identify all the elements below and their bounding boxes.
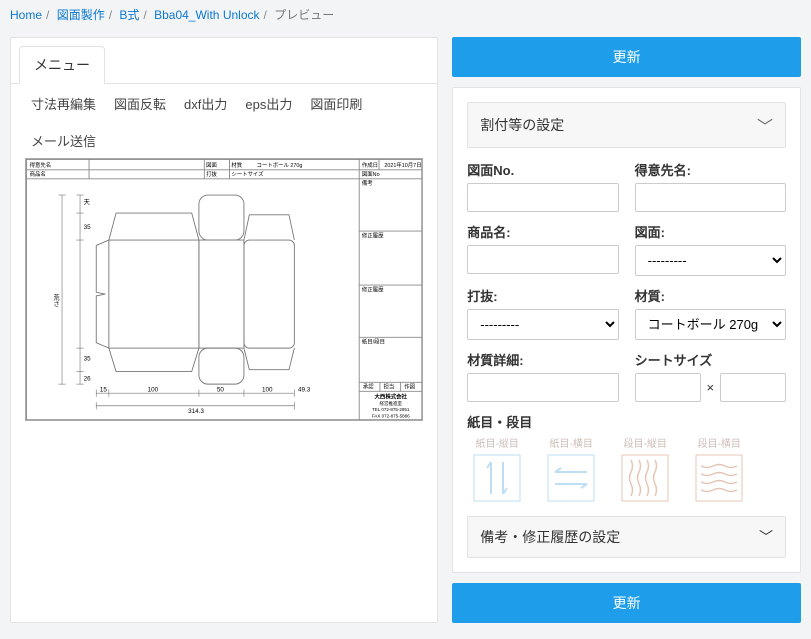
svg-text:修正履歴: 修正履歴 <box>362 285 384 293</box>
breadcrumb: Home/ 図面製作/ B式/ Bba04_With Unlock/ プレビュー <box>0 0 811 29</box>
label-zumenNo: 図面No. <box>467 160 618 179</box>
svg-text:15: 15 <box>100 386 108 393</box>
svg-text:FAX 072-875-5886: FAX 072-875-5886 <box>372 413 410 418</box>
label-punch: 打抜: <box>467 286 618 305</box>
accordion-section-allocation[interactable]: 割付等の設定 ﹀ <box>467 102 786 148</box>
subtab-eps[interactable]: eps出力 <box>245 94 292 113</box>
svg-text:大西株式会社: 大西株式会社 <box>375 393 408 401</box>
svg-text:荒さ: 荒さ <box>52 293 59 308</box>
grain-dan-tate[interactable]: 段目-縦目 <box>615 435 675 502</box>
preview-panel: メニュー 寸法再編集 図面反転 dxf出力 eps出力 図面印刷 メール送信 <box>10 37 438 623</box>
input-material-detail[interactable] <box>467 373 618 402</box>
svg-text:紙目/段目: 紙目/段目 <box>362 338 385 346</box>
svg-text:図面No: 図面No <box>362 171 380 178</box>
accordion-title: 割付等の設定 <box>480 115 564 135</box>
svg-text:経営推進室: 経営推進室 <box>379 400 402 407</box>
svg-text:担当: 担当 <box>384 383 395 391</box>
label-grain: 紙目・段目 <box>467 412 786 431</box>
svg-text:コートボール 270g: コートボール 270g <box>257 161 303 169</box>
input-sheet-w[interactable] <box>635 373 701 402</box>
breadcrumb-link[interactable]: Home <box>10 8 42 22</box>
svg-text:天: 天 <box>84 198 91 206</box>
svg-text:商品名: 商品名 <box>30 170 46 178</box>
chevron-down-icon: ﹀ <box>759 527 773 547</box>
breadcrumb-link[interactable]: 図面製作 <box>57 8 105 22</box>
select-material[interactable]: コートボール 270g <box>635 309 786 340</box>
input-sheet-h[interactable] <box>720 373 786 402</box>
svg-text:100: 100 <box>262 386 273 393</box>
svg-text:50: 50 <box>217 386 225 393</box>
label-product: 商品名: <box>467 222 618 241</box>
svg-text:2021年10月7日: 2021年10月7日 <box>384 161 421 169</box>
subtab-mail[interactable]: メール送信 <box>31 131 96 150</box>
subtab-dxf[interactable]: dxf出力 <box>184 94 227 113</box>
input-product[interactable] <box>467 245 618 274</box>
svg-text:図面: 図面 <box>206 162 217 169</box>
accordion-title-2: 備考・修正履歴の設定 <box>480 527 620 547</box>
label-material: 材質: <box>635 286 786 305</box>
svg-text:作図: 作図 <box>404 383 415 391</box>
label-material-detail: 材質詳細: <box>467 350 618 369</box>
svg-text:49.3: 49.3 <box>298 386 311 393</box>
label-customer: 得意先名: <box>635 160 786 179</box>
sheet-multiply: × <box>707 380 715 395</box>
tab-menu[interactable]: メニュー <box>19 46 105 84</box>
svg-text:35: 35 <box>84 356 92 363</box>
svg-text:314.3: 314.3 <box>188 408 204 415</box>
svg-text:備考: 備考 <box>362 179 373 187</box>
svg-text:TEL 072-875-2951: TEL 072-875-2951 <box>372 407 410 412</box>
input-customer[interactable] <box>635 183 786 212</box>
input-zumenNo[interactable] <box>467 183 618 212</box>
svg-text:得意先名: 得意先名 <box>30 161 52 169</box>
svg-text:打抜: 打抜 <box>206 170 217 178</box>
grain-kami-yoko[interactable]: 紙目-横目 <box>541 435 601 502</box>
settings-panel: 更新 割付等の設定 ﹀ 図面No. 得意先名: 商品名: <box>452 37 801 623</box>
svg-text:35: 35 <box>84 224 92 231</box>
svg-text:作成日: 作成日 <box>362 161 378 169</box>
drawing-preview: 得意先名 図面 材質 コートボール 270g 作成日 2021年10月7日 商品… <box>25 158 423 421</box>
svg-text:修正履歴: 修正履歴 <box>362 231 384 239</box>
grain-kami-tate[interactable]: 紙目-縦目 <box>467 435 527 502</box>
svg-text:26: 26 <box>84 376 92 383</box>
svg-text:承認: 承認 <box>363 383 374 391</box>
label-sheet: シートサイズ <box>635 350 786 369</box>
grain-dan-yoko[interactable]: 段目-横目 <box>689 435 749 502</box>
svg-text:材質: 材質 <box>231 161 242 169</box>
svg-text:100: 100 <box>148 386 159 393</box>
label-zumen: 図面: <box>635 222 786 241</box>
svg-text:シートサイズ: シートサイズ <box>231 170 264 178</box>
breadcrumb-link[interactable]: Bba04_With Unlock <box>154 8 259 22</box>
accordion-section-notes[interactable]: 備考・修正履歴の設定 ﹀ <box>467 516 786 558</box>
select-punch[interactable]: --------- <box>467 309 618 340</box>
breadcrumb-link[interactable]: B式 <box>119 8 139 22</box>
breadcrumb-current: プレビュー <box>274 8 334 22</box>
select-zumen[interactable]: --------- <box>635 245 786 276</box>
subtab-reedit[interactable]: 寸法再編集 <box>31 94 96 113</box>
subtab-flip[interactable]: 図面反転 <box>114 94 166 113</box>
update-button-top[interactable]: 更新 <box>452 37 801 77</box>
update-button-bottom[interactable]: 更新 <box>452 583 801 623</box>
subtab-print[interactable]: 図面印刷 <box>310 94 362 113</box>
chevron-down-icon: ﹀ <box>757 113 773 137</box>
